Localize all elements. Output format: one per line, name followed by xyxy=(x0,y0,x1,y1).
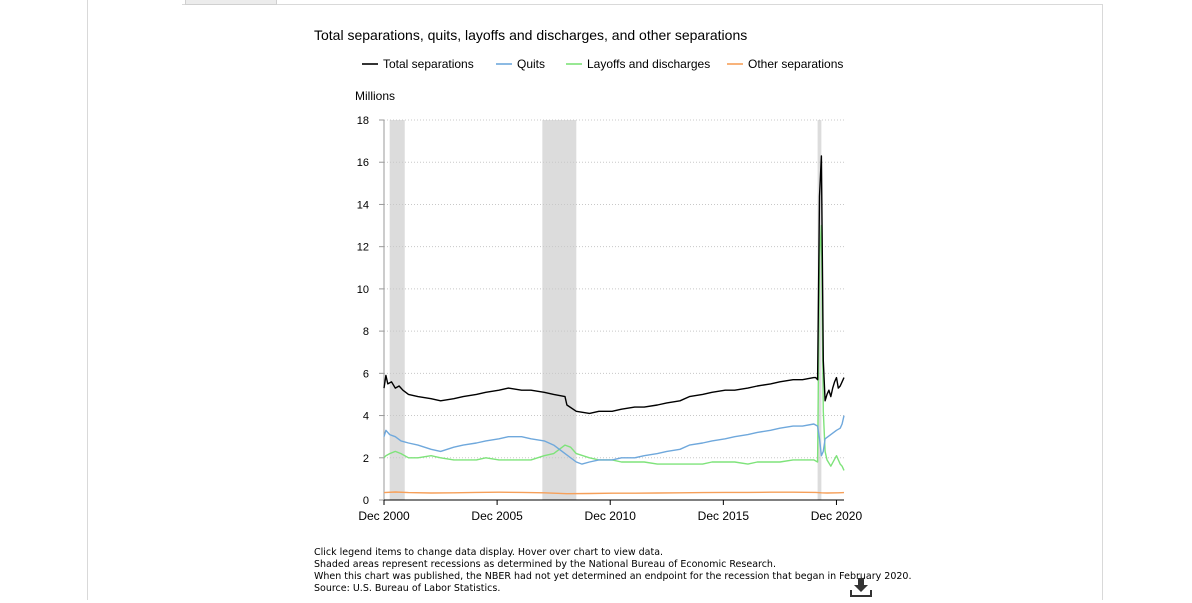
chart-notes: Click legend items to change data displa… xyxy=(314,547,911,595)
note-line: Click legend items to change data displa… xyxy=(314,547,664,558)
y-tick-label: 2 xyxy=(363,453,369,465)
legend-label: Layoffs and discharges xyxy=(587,57,710,71)
download-icon[interactable] xyxy=(850,576,872,598)
legend-item[interactable]: Quits xyxy=(496,57,545,71)
x-tick-label: Dec 2015 xyxy=(698,509,750,523)
x-tick-label: Dec 2005 xyxy=(471,509,523,523)
series-line xyxy=(383,491,845,495)
note-line: Shaded areas represent recessions as det… xyxy=(314,559,776,570)
y-axis-label: Millions xyxy=(355,89,395,103)
legend-label: Total separations xyxy=(383,57,474,71)
y-tick-label: 0 xyxy=(363,495,369,507)
legend-label: Quits xyxy=(517,57,545,71)
y-tick-label: 18 xyxy=(357,115,369,127)
y-tick-label: 4 xyxy=(363,411,369,423)
note-line: Source: U.S. Bureau of Labor Statistics. xyxy=(314,583,501,594)
legend-item[interactable]: Other separations xyxy=(727,57,843,71)
recession-band xyxy=(389,120,405,500)
y-tick-label: 16 xyxy=(357,157,369,169)
y-tick-label: 14 xyxy=(357,199,369,211)
x-tick-label: Dec 2000 xyxy=(358,509,410,523)
y-tick-label: 6 xyxy=(363,368,369,380)
recession-band xyxy=(542,120,577,500)
legend-label: Other separations xyxy=(748,57,843,71)
frame-left-border xyxy=(87,0,88,600)
note-line: When this chart was published, the NBER … xyxy=(314,571,912,582)
x-tick-label: Dec 2010 xyxy=(585,509,637,523)
y-tick-label: 10 xyxy=(357,284,369,296)
x-tick-label: Dec 2020 xyxy=(811,509,863,523)
series-line xyxy=(383,224,845,471)
tab-stub[interactable] xyxy=(185,0,277,5)
y-tick-label: 12 xyxy=(357,242,369,254)
y-tick-label: 8 xyxy=(363,326,369,338)
legend-item[interactable]: Total separations xyxy=(362,57,474,71)
frame-top-border xyxy=(182,4,1103,5)
series-line xyxy=(383,155,845,415)
series-line xyxy=(383,415,845,465)
chart-title: Total separations, quits, layoffs and di… xyxy=(314,27,748,43)
legend-item[interactable]: Layoffs and discharges xyxy=(566,57,710,71)
frame-right-border xyxy=(1102,4,1103,600)
